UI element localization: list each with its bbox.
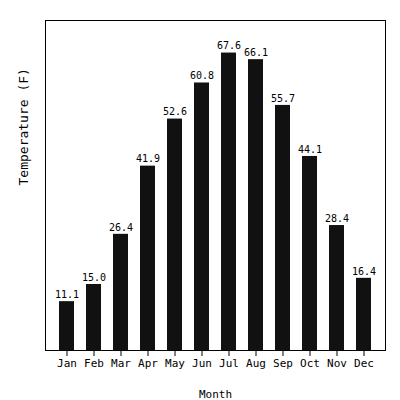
svg-text:52.6: 52.6 [163, 106, 187, 117]
svg-text:Temperature (F): Temperature (F) [16, 68, 31, 185]
svg-text:11.1: 11.1 [55, 289, 79, 300]
svg-text:Nov: Nov [327, 357, 347, 370]
svg-text:Oct: Oct [300, 357, 320, 370]
svg-text:Dec: Dec [354, 357, 374, 370]
svg-text:Jul: Jul [219, 357, 239, 370]
svg-text:15.0: 15.0 [82, 272, 106, 283]
svg-text:28.4: 28.4 [325, 213, 349, 224]
svg-text:55.7: 55.7 [271, 93, 295, 104]
svg-text:Mar: Mar [111, 357, 131, 370]
svg-text:Sep: Sep [273, 357, 293, 370]
svg-text:26.4: 26.4 [109, 222, 133, 233]
svg-text:Jan: Jan [57, 357, 77, 370]
svg-text:May: May [165, 357, 185, 370]
svg-text:60.8: 60.8 [190, 70, 214, 81]
svg-text:66.1: 66.1 [244, 47, 268, 58]
svg-text:41.9: 41.9 [136, 153, 160, 164]
svg-text:Month: Month [199, 388, 232, 400]
svg-text:16.4: 16.4 [352, 266, 376, 277]
svg-text:Feb: Feb [84, 357, 104, 370]
svg-text:Apr: Apr [138, 357, 158, 370]
svg-text:Jun: Jun [192, 357, 212, 370]
svg-text:Aug: Aug [246, 357, 266, 370]
svg-text:44.1: 44.1 [298, 144, 322, 155]
svg-text:67.6: 67.6 [217, 40, 241, 51]
